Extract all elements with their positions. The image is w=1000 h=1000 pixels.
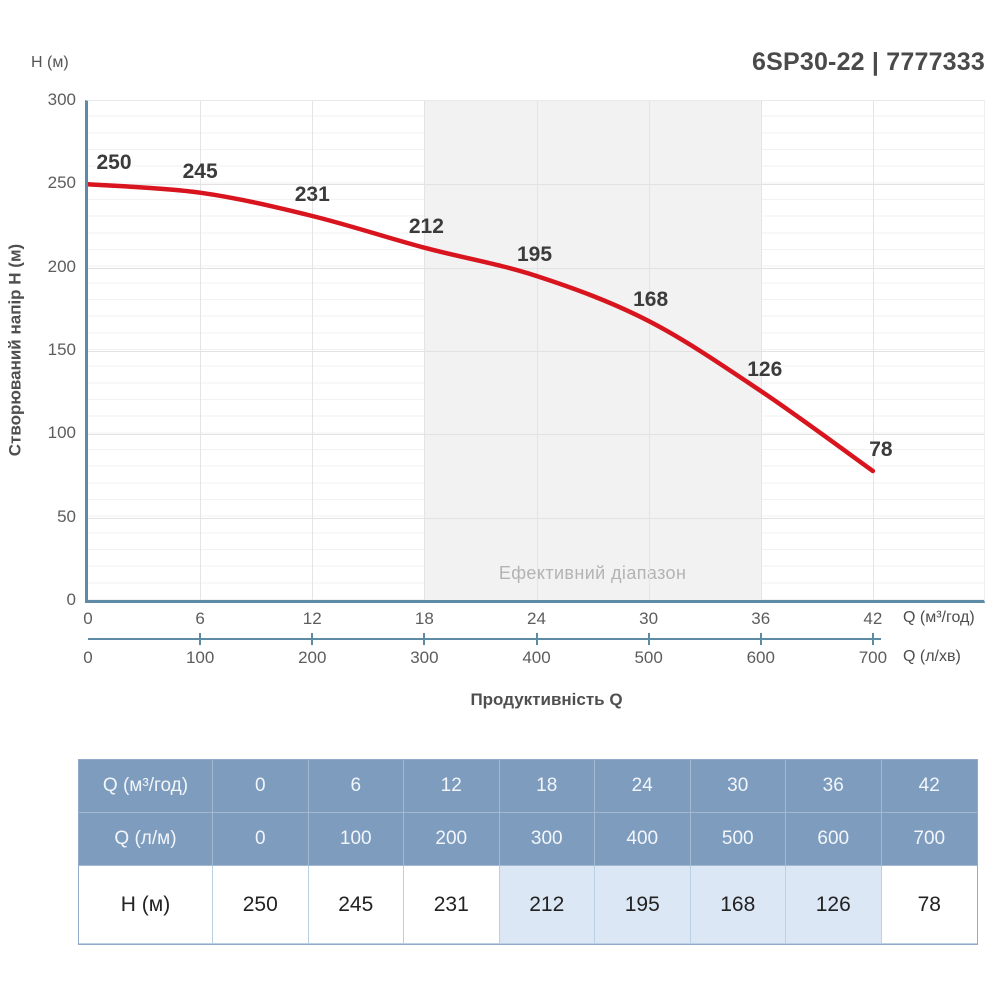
table-row-label: H (м) [79,866,213,944]
table-cell: 18 [499,760,595,813]
table-row-label: Q (л/м) [79,813,213,866]
secondary-axis-tick [311,633,314,645]
table-cell: 200 [404,813,500,866]
table-cell: 400 [595,813,691,866]
v-gridline [312,101,314,600]
table-cell: 250 [213,866,309,944]
effective-range-band [424,101,761,600]
plot-area: Ефективний діапазон 250 245 231 212 195 168 12… [85,100,985,603]
x-axis-title: Продуктивність Q [470,690,623,709]
table-cell: 0 [213,760,309,813]
data-point-label: 245 [182,159,218,183]
table-cell: 300 [499,813,595,866]
x-tick-label-m3h: 6 [195,609,205,628]
table-cell: 700 [881,813,977,866]
table-cell: 0 [213,813,309,866]
chart-title: 6SP30-22 | 7777333 [751,48,985,76]
table-cell: 231 [404,866,500,944]
table-cell: 212 [499,866,595,944]
x-tick-label-lmin: 300 [410,648,439,667]
pump-curve [88,182,876,474]
x-tick-label-lmin: 600 [746,648,775,667]
y-tick-label: 150 [47,340,76,359]
x-tick-label-lmin: 400 [522,648,551,667]
h-gridline [88,267,984,269]
y-tick-label: 0 [66,590,76,609]
data-point-label: 231 [294,183,330,206]
secondary-axis-tick [423,633,426,645]
x-tick-label-m3h: 12 [302,609,322,628]
data-point-label: 126 [747,358,783,381]
pump-table: Q (м³/год) 0 6 12 18 24 30 36 42 Q (л/м) 0 100 200 30… [78,759,978,945]
x-tick-label-lmin: 100 [185,648,215,667]
y-tick-label: 300 [47,90,76,109]
y-tick-label: 200 [47,256,76,276]
v-gridline [536,101,538,600]
x-tick-label-m3h: 42 [863,609,883,628]
x-tick-label-lmin: 500 [634,648,663,667]
table-cell: 6 [308,760,404,813]
h-gridline [88,351,984,352]
table-cell: 500 [690,813,786,866]
v-gridline [424,101,426,600]
secondary-axis-tick [871,633,874,645]
table-cell: 126 [786,866,882,944]
h-gridline [88,434,984,436]
v-gridline [872,101,874,600]
table-cell: 42 [881,760,977,813]
x-tick-label-m3h: 0 [83,609,93,628]
table-cell: 36 [786,760,882,813]
h-gridline [88,517,984,519]
x-tick-label-lmin: 0 [83,648,93,667]
x-tick-label-lmin: 700 [858,648,888,667]
table-cell: 24 [595,760,691,813]
table-cell: 195 [595,866,691,944]
table-row-label: Q (м³/год) [79,760,213,813]
data-point-label: 212 [408,214,444,238]
table-cell: 168 [690,866,786,944]
table-cell: 12 [404,760,500,813]
h-gridline [88,184,984,186]
v-gridline [648,101,650,600]
data-point-label: 195 [516,243,553,266]
x-tick-label-m3h: 18 [414,609,434,628]
table-cell: 78 [881,866,977,944]
x-tick-label-lmin: 200 [298,648,327,667]
secondary-axis-tick [647,633,650,645]
v-gridline [760,101,762,600]
v-gridline [200,101,202,600]
secondary-axis-tick [535,633,538,645]
y-tick-label: 250 [47,173,76,193]
x-tick-label-m3h: 24 [527,609,546,628]
y-tick-label: 100 [47,423,76,443]
effective-range-label: Ефективний діапазон [498,563,687,583]
table-cell: 30 [690,760,786,813]
pump-curve-path [88,182,876,474]
x-tick-label-m3h: 30 [639,609,659,628]
table-cell: 100 [308,813,404,866]
secondary-x-axis-line [88,638,881,640]
data-point-label: 250 [96,151,132,175]
table-cell: 600 [786,813,882,866]
secondary-axis-tick [759,633,762,645]
x-tick-label-m3h: 36 [751,609,771,628]
table-cell: 245 [308,866,404,944]
data-point-label: 78 [869,438,893,461]
secondary-axis-tick [199,633,202,645]
data-point-label: 168 [633,288,669,311]
y-axis-unit-label: H (м) [31,54,69,71]
x-axis-unit-secondary: Q (л/хв) [903,648,961,665]
x-axis-unit-primary: Q (м³/год) [903,609,975,626]
y-tick-label: 50 [57,506,76,526]
